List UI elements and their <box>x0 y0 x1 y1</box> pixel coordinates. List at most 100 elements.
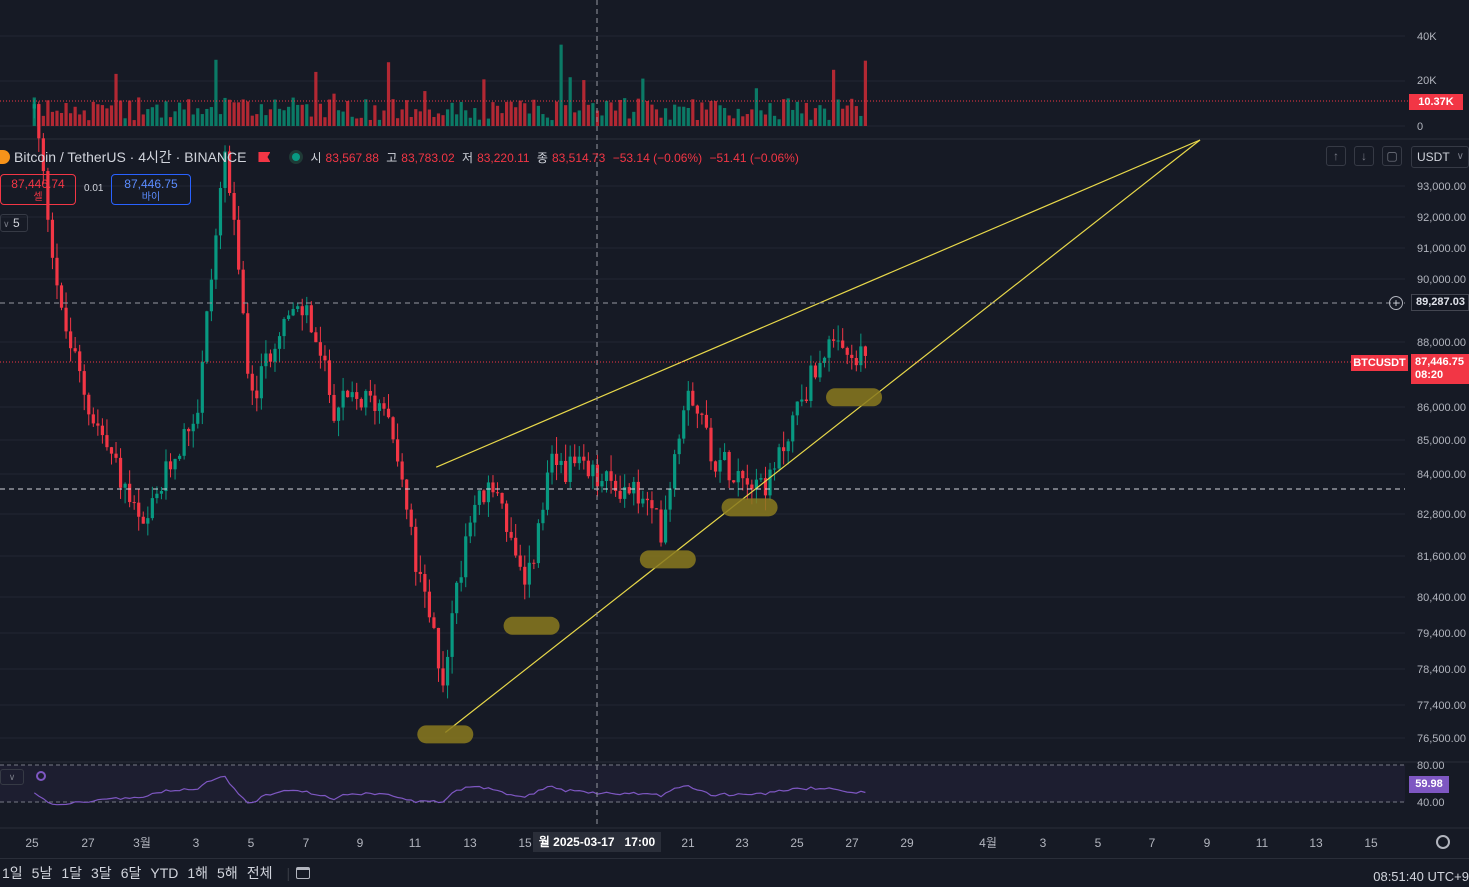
timeframe-5d[interactable]: 5날 <box>31 865 53 881</box>
indicator-toggle[interactable]: ∨ 5 <box>0 214 28 232</box>
timeframe-6m[interactable]: 6달 <box>120 865 142 881</box>
buy-button[interactable]: 87,446.75 바이 <box>111 174 191 205</box>
candle-body <box>732 480 736 483</box>
timeframe-5y[interactable]: 5해 <box>217 865 238 881</box>
volume-bar <box>227 99 232 126</box>
arrow-up-icon[interactable]: ↑ <box>1326 146 1346 166</box>
volume-bar <box>659 117 663 126</box>
candle-body <box>436 627 441 669</box>
time-tick-label: 25 <box>25 836 39 850</box>
price-tick-label: 78,400.00 <box>1417 664 1466 676</box>
candle-body <box>173 458 177 470</box>
candle-body <box>813 365 818 378</box>
volume-bar <box>414 109 418 126</box>
candle-body <box>150 498 154 519</box>
candle-body <box>32 104 36 109</box>
candle-body <box>482 490 486 503</box>
volume-bar <box>118 100 123 126</box>
volume-bar <box>691 99 695 126</box>
time-tick-label: 23 <box>735 836 749 850</box>
volume-bar <box>836 99 840 126</box>
volume-tick-label: 20K <box>1417 75 1437 87</box>
candle-body <box>291 308 295 316</box>
volume-bar <box>577 110 581 126</box>
volume-bar <box>377 119 382 126</box>
calendar-icon[interactable] <box>296 867 311 879</box>
candle-body <box>132 502 136 504</box>
volume-bar <box>87 120 91 126</box>
candle-body <box>218 187 223 236</box>
candle-body <box>282 319 286 337</box>
volume-bar <box>237 102 241 126</box>
volume-bar <box>668 119 672 126</box>
candle-body <box>350 392 354 398</box>
currency-select[interactable]: USDT ∨ <box>1411 146 1469 168</box>
volume-bar <box>677 106 681 126</box>
highlight-marker <box>503 616 560 635</box>
candle-body <box>782 447 786 452</box>
volume-bar <box>641 78 645 126</box>
time-tick-label: 3월 <box>133 836 151 850</box>
chevron-down-icon: ∨ <box>1456 151 1464 162</box>
timeframe-1m[interactable]: 1달 <box>61 865 83 881</box>
arrow-down-icon[interactable]: ↓ <box>1354 146 1374 166</box>
candle-body <box>341 390 345 408</box>
volume-bar <box>450 102 454 126</box>
volume-bar <box>645 100 649 126</box>
timeframe-ytd[interactable]: YTD <box>150 865 179 881</box>
volume-bar <box>804 102 808 126</box>
candle-body <box>196 412 200 424</box>
rsi-settings-icon[interactable] <box>36 771 46 781</box>
volume-bar <box>541 114 545 126</box>
add-alert-icon[interactable]: + <box>1389 296 1403 310</box>
candle-body <box>459 577 463 583</box>
volume-bar <box>432 117 436 126</box>
timeframe-1y[interactable]: 1해 <box>187 865 209 881</box>
rsi-tick-label: 40.00 <box>1417 797 1445 809</box>
timeframe-3m[interactable]: 3달 <box>91 865 112 881</box>
candle-body <box>700 413 704 415</box>
volume-bar <box>128 100 132 126</box>
time-tick-label: 3 <box>1040 836 1047 850</box>
volume-current-label: 10.37K <box>1409 94 1463 110</box>
time-tick-label: 13 <box>463 836 477 850</box>
volume-bar <box>500 113 504 126</box>
price-tick-label: 76,500.00 <box>1417 733 1466 745</box>
volume-bar <box>164 101 168 126</box>
rsi-collapse-button[interactable]: ∨ <box>0 769 24 785</box>
candle-body <box>445 656 450 686</box>
candle-body <box>795 401 799 416</box>
candle-body <box>414 526 418 572</box>
candle-body <box>532 562 536 564</box>
high-value: 83,783.02 <box>401 150 455 165</box>
volume-bar <box>754 88 758 126</box>
highlight-marker <box>721 498 778 517</box>
volume-bar <box>277 108 282 126</box>
maximize-icon[interactable]: ▢ <box>1382 146 1402 166</box>
volume-bar <box>59 112 64 126</box>
volume-bar <box>713 100 718 126</box>
candle-body <box>527 562 531 585</box>
volume-bar <box>813 108 818 126</box>
candle-body <box>114 453 118 458</box>
volume-bar <box>100 105 104 126</box>
volume-tick-label: 40K <box>1417 31 1437 43</box>
volume-bar <box>559 44 563 127</box>
volume-bar <box>709 100 713 126</box>
volume-bar <box>246 101 250 126</box>
flag-icon[interactable] <box>258 152 271 162</box>
candle-body <box>554 453 559 466</box>
volume-bar <box>700 102 704 126</box>
timeframe-all[interactable]: 전체 <box>246 865 273 881</box>
volume-bar <box>305 104 309 126</box>
gear-icon[interactable] <box>1436 835 1450 849</box>
symbol-title[interactable]: Bitcoin / TetherUS · 4시간 · BINANCE <box>14 149 247 165</box>
candle-body <box>164 461 168 492</box>
sell-button[interactable]: 87,446.74 셀 <box>0 174 76 205</box>
volume-bar <box>663 108 668 126</box>
volume-pane <box>0 44 1409 127</box>
timeframe-1d[interactable]: 1일 <box>2 865 23 881</box>
volume-bar <box>187 99 191 126</box>
volume-bar <box>850 98 854 126</box>
